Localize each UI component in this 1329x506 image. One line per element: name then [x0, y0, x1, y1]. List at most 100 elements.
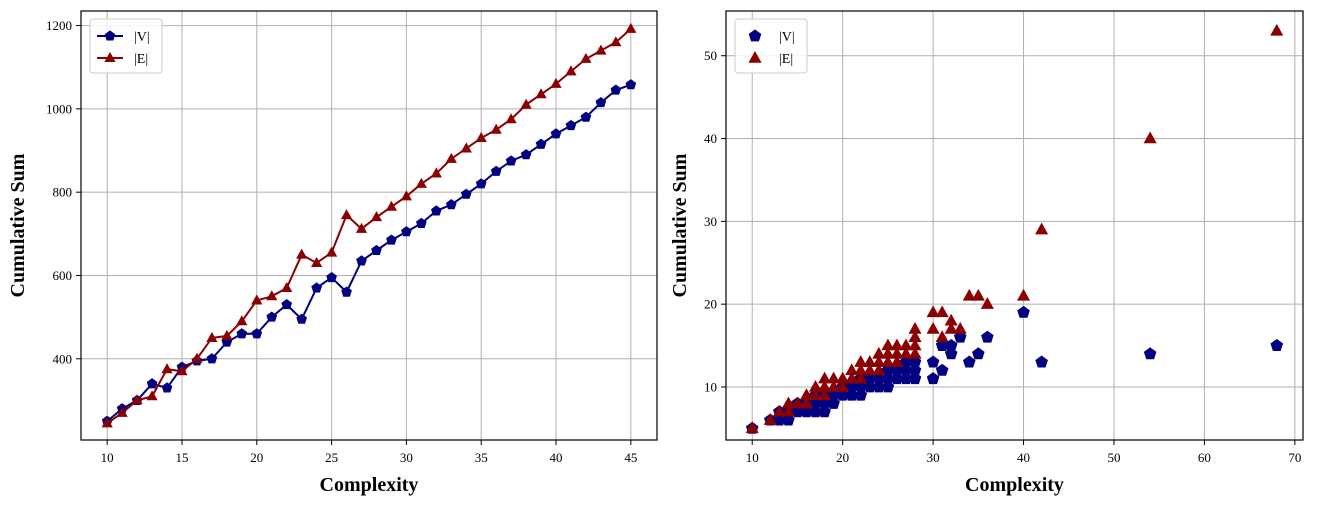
data-point: [890, 338, 904, 351]
data-point: [430, 205, 442, 216]
x-tick-label: 10: [746, 450, 759, 465]
data-point: [146, 390, 158, 401]
x-axis-title: Complexity: [320, 474, 419, 496]
data-point: [1270, 23, 1284, 36]
data-point: [763, 413, 777, 425]
data-point: [854, 355, 868, 367]
data-point: [836, 371, 850, 384]
y-tick-label: 50: [704, 48, 717, 63]
y-tick-label: 20: [704, 297, 717, 312]
data-point: [908, 346, 922, 359]
data-point: [340, 209, 353, 220]
x-tick-label: 70: [1288, 450, 1301, 465]
data-point: [206, 353, 218, 364]
data-point: [745, 421, 759, 434]
legend-box: [734, 18, 808, 74]
data-point: [872, 346, 886, 359]
data-point: [131, 394, 143, 405]
data-point: [890, 355, 904, 367]
data-point: [881, 338, 895, 351]
x-tick-label: 30: [927, 450, 940, 465]
data-point: [799, 388, 814, 400]
x-tick-label: 25: [325, 450, 338, 465]
data-point: [881, 355, 895, 367]
data-point: [490, 165, 502, 176]
data-point: [845, 363, 859, 376]
data-point: [971, 288, 985, 301]
chart-panel-1: 10 15 20 25 30 35 40 45 400 600 800 1000 1200 Complex…: [7, 10, 658, 496]
data-point: [161, 363, 173, 374]
data-point: [266, 290, 278, 301]
data-point: [445, 199, 457, 210]
data-point: [341, 286, 352, 297]
data-point: [981, 330, 994, 343]
data-point: [176, 365, 188, 376]
data-point: [296, 313, 308, 324]
data-point: [772, 404, 786, 417]
chart-panel-2: 10 20 30 40 50 60 70 10 20 30 40 50 Complexity Cumula…: [669, 10, 1304, 496]
data-point: [356, 255, 367, 266]
y-tick-label: 1000: [46, 101, 72, 116]
y-tick-label: 800: [53, 185, 73, 200]
legend-box: [89, 18, 163, 74]
legend-label: |V|: [779, 30, 795, 45]
data-point: [827, 371, 841, 384]
data-point: [781, 404, 795, 417]
data-point: [371, 244, 382, 256]
data-point: [625, 79, 637, 90]
data-point: [935, 363, 949, 376]
data-point: [400, 190, 413, 201]
x-tick-label: 20: [836, 450, 849, 465]
data-point: [370, 211, 383, 222]
data-point: [595, 97, 607, 108]
data-point: [845, 371, 859, 384]
y-tick-label: 10: [704, 379, 717, 394]
data-point: [535, 88, 547, 99]
data-point: [818, 388, 832, 400]
data-point: [625, 22, 637, 33]
data-point: [401, 226, 412, 237]
data-point: [854, 363, 868, 376]
data-point: [827, 379, 841, 392]
data-point: [808, 379, 823, 392]
data-point: [475, 178, 487, 189]
data-point: [161, 382, 173, 393]
x-tick-label: 10: [101, 450, 114, 465]
data-point: [863, 355, 877, 367]
data-point: [281, 299, 293, 310]
y-tick-label: 40: [704, 131, 717, 146]
data-point: [808, 388, 823, 400]
series-V: [745, 305, 1284, 434]
data-point: [311, 256, 323, 267]
data-point: [385, 200, 398, 211]
data-point: [1143, 347, 1157, 360]
data-point: [505, 113, 517, 124]
data-point: [580, 52, 592, 63]
data-point: [908, 355, 922, 368]
data-point: [944, 321, 958, 334]
data-point: [926, 321, 940, 334]
data-point: [296, 248, 308, 259]
legend-label: |V|: [134, 30, 150, 45]
data-point: [430, 167, 442, 178]
x-axis-title: Complexity: [965, 474, 1064, 496]
data-point: [610, 84, 622, 95]
data-point: [505, 155, 517, 166]
data-point: [863, 363, 877, 376]
legend-label: |E|: [779, 52, 793, 67]
data-point: [935, 330, 949, 343]
x-tick-label: 30: [400, 450, 413, 465]
data-point: [490, 123, 502, 134]
data-point: [872, 363, 886, 376]
data-point: [953, 321, 967, 334]
series-E: [745, 23, 1284, 434]
series-line: [106, 28, 632, 425]
data-point: [926, 355, 940, 368]
legend: |V| |E|: [89, 18, 163, 74]
data-point: [799, 396, 814, 409]
data-point: [355, 222, 368, 233]
x-tick-label: 60: [1198, 450, 1211, 465]
data-point: [550, 77, 562, 88]
data-point: [1017, 305, 1030, 318]
